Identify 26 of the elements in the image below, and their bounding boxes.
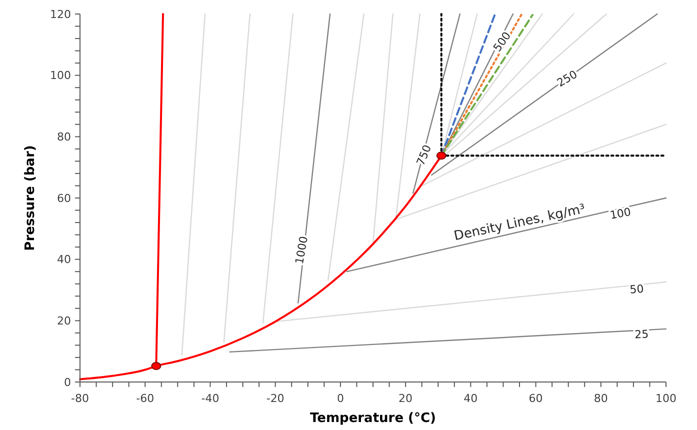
x-tick-label: -20 — [266, 392, 284, 405]
y-tick-label: 100 — [50, 69, 71, 82]
x-tick-label: 20 — [398, 392, 413, 405]
x-tick-label: 0 — [336, 392, 344, 405]
annotation: 50 — [629, 282, 644, 296]
annotation: 25 — [634, 328, 649, 342]
y-tick-label: 80 — [57, 130, 71, 144]
y-tick-label: 20 — [57, 314, 71, 328]
x-tick-label: 60 — [528, 392, 543, 405]
x-tick-label: -80 — [71, 392, 89, 405]
annotation: 100 — [609, 205, 632, 222]
x-tick-label: -60 — [136, 392, 154, 405]
x-tick-label: 80 — [594, 392, 608, 405]
y-axis-title: Pressure (bar) — [23, 145, 38, 251]
annotation: 750 — [414, 143, 434, 168]
x-tick-label: 40 — [464, 392, 478, 405]
annotation: 1000 — [292, 235, 311, 266]
y-tick-label: 40 — [57, 253, 71, 266]
x-tick-label: 100 — [656, 392, 676, 405]
x-tick-label: -40 — [201, 392, 220, 405]
annotation: Density Lines, kg/m³ — [452, 202, 587, 244]
annotation: 250 — [554, 68, 580, 90]
y-tick-label: 0 — [64, 376, 71, 389]
y-tick-label: 120 — [50, 8, 71, 21]
y-tick-label: 60 — [57, 192, 71, 205]
x-axis-title: Temperature (°C) — [310, 411, 436, 426]
